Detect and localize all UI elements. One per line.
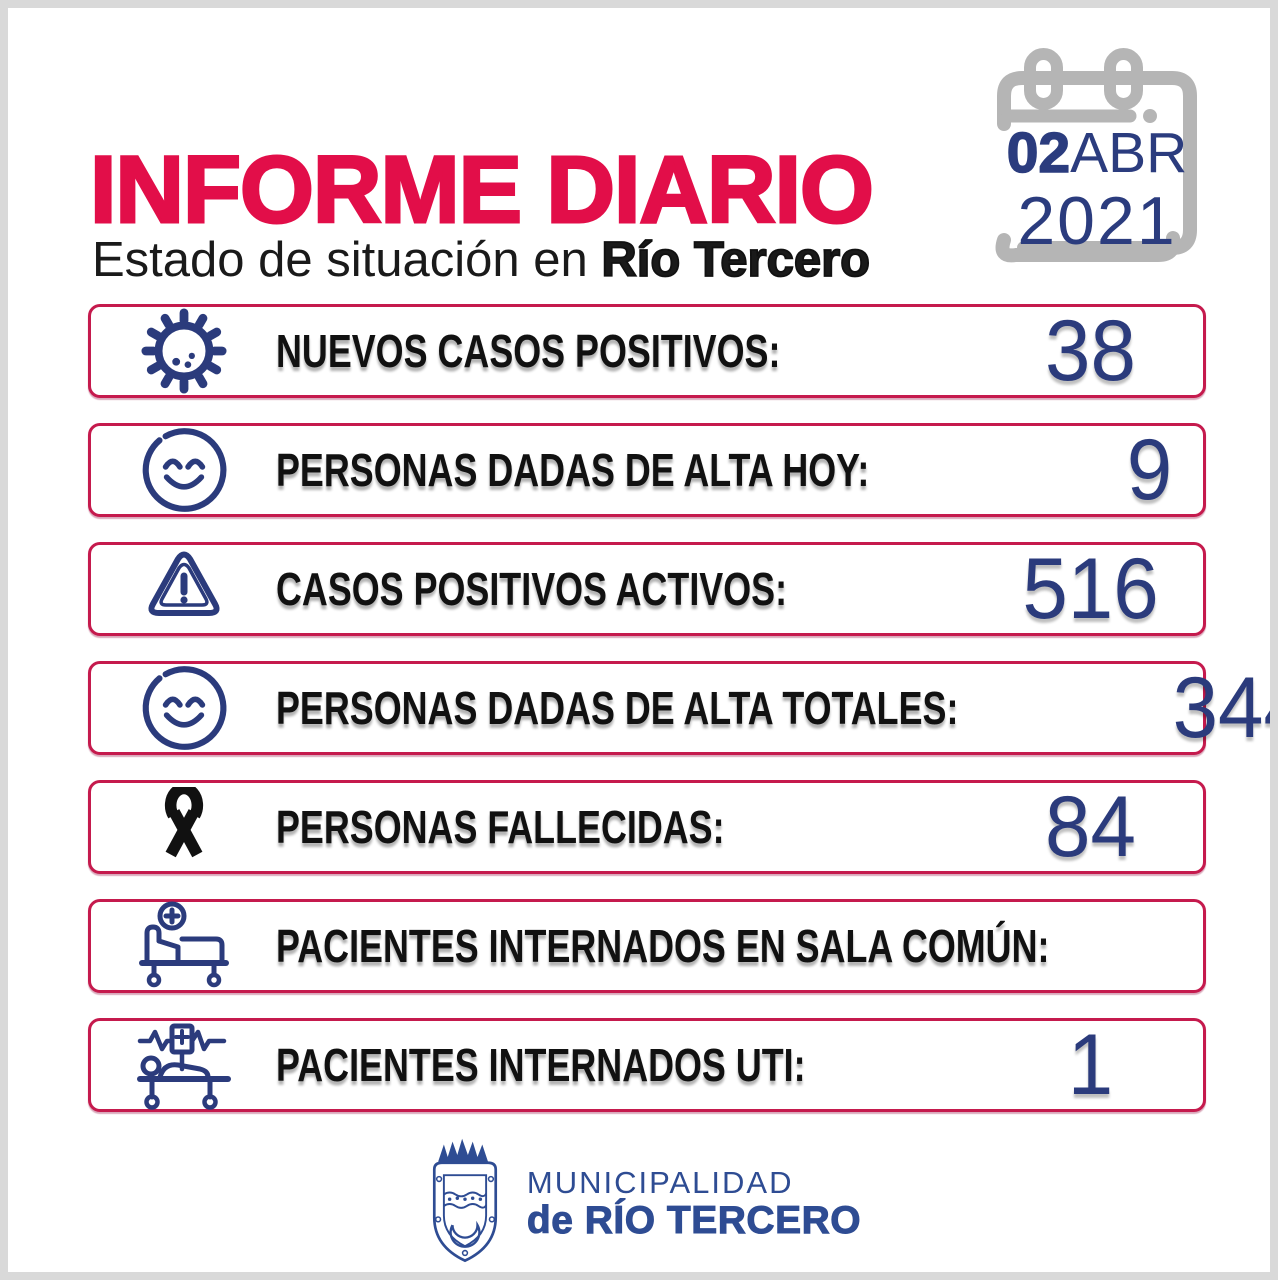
- subtitle-regular: Estado de situación en: [92, 233, 602, 287]
- stat-label: PACIENTES INTERNADOS EN SALA COMÚN:: [276, 920, 1050, 972]
- stat-label: PERSONAS DADAS DE ALTA TOTALES:: [276, 682, 959, 734]
- stat-value: 5: [1273, 903, 1278, 989]
- stat-row-internados-uti: PACIENTES INTERNADOS UTI: 1: [88, 1018, 1206, 1112]
- municipality-line1: MUNICIPALIDAD: [526, 1165, 794, 1201]
- stat-label: PACIENTES INTERNADOS UTI:: [276, 1039, 806, 1091]
- stat-value: 9: [1126, 422, 1172, 518]
- stat-value: 516: [1022, 541, 1159, 637]
- municipality-shield-logo: [432, 1138, 497, 1263]
- calendar-year: 2021: [1017, 183, 1177, 259]
- stat-row-casos-activos: CASOS POSITIVOS ACTIVOS: 516: [88, 542, 1206, 636]
- calendar-date: 02ABR 2021: [980, 44, 1214, 282]
- stat-row-altas-hoy: PERSONAS DADAS DE ALTA HOY: 9: [88, 423, 1206, 517]
- stat-label: CASOS POSITIVOS ACTIVOS:: [276, 563, 788, 615]
- stat-row-altas-totales: PERSONAS DADAS DE ALTA TOTALES: 3447: [88, 661, 1270, 755]
- stat-row-fallecidas: PERSONAS FALLECIDAS: 84: [88, 780, 1206, 874]
- calendar-day: 02: [1006, 120, 1071, 186]
- stat-label: PERSONAS FALLECIDAS:: [276, 801, 725, 853]
- stat-label: NUEVOS CASOS POSITIVOS:: [276, 325, 781, 377]
- municipality-line2: de RÍO TERCERO: [526, 1198, 862, 1242]
- calendar-month: ABR: [1070, 121, 1188, 185]
- stat-value: 1: [1067, 1017, 1114, 1113]
- stat-row-internados-sala: PACIENTES INTERNADOS EN SALA COMÚN: 5: [88, 899, 1206, 993]
- stat-row-nuevos-casos: NUEVOS CASOS POSITIVOS: 38: [88, 304, 1206, 398]
- calendar-day-month: 02ABR: [980, 120, 1214, 186]
- page-title: INFORME DIARIO: [89, 136, 876, 245]
- municipality-name: MUNICIPALIDAD de RÍO TERCERO: [526, 1165, 862, 1242]
- stat-value: 3447: [1172, 660, 1270, 756]
- calendar-icon: [995, 48, 1197, 263]
- stat-value: 84: [1045, 779, 1136, 875]
- virus-icon: [91, 307, 276, 395]
- smiley-icon: [91, 424, 276, 516]
- stats-list: NUEVOS CASOS POSITIVOS: 38 PERSONAS DADA…: [88, 304, 1270, 1112]
- hospital-bed-icon: [91, 901, 276, 991]
- page-subtitle: Estado de situación en Río Tercero: [92, 232, 871, 288]
- stat-label: PERSONAS DADAS DE ALTA HOY:: [276, 444, 870, 496]
- warning-icon: [91, 544, 276, 634]
- stat-value: 38: [1045, 303, 1136, 399]
- smiley-icon: [91, 662, 276, 754]
- mourning-ribbon-icon: [91, 787, 276, 867]
- footer: MUNICIPALIDAD de RÍO TERCERO: [8, 1134, 1270, 1272]
- icu-bed-icon: [91, 1019, 276, 1111]
- subtitle-city: Río Tercero: [601, 232, 871, 288]
